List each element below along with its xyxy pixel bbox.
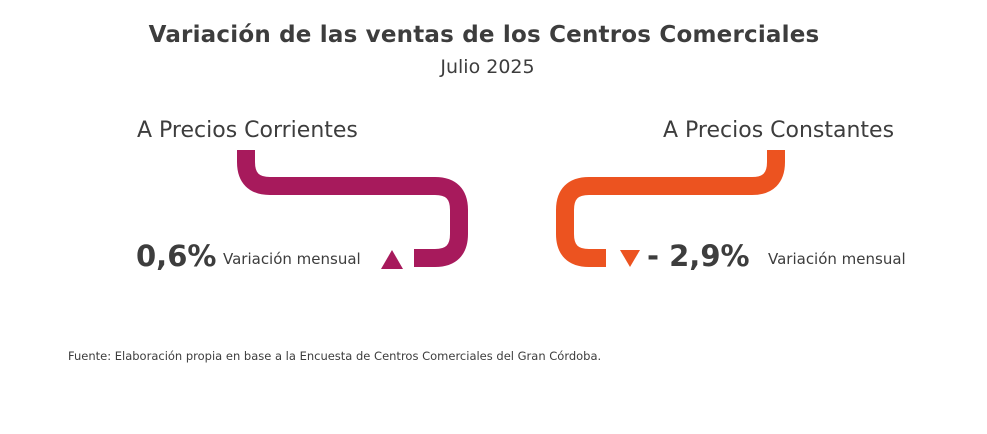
- source-note: Fuente: Elaboración propia en base a la …: [68, 349, 602, 363]
- constant-prices-connector: [556, 150, 785, 267]
- current-prices-heading: A Precios Corrientes: [137, 118, 358, 143]
- current-prices-label: Variación mensual: [223, 250, 361, 268]
- page-subtitle: Julio 2025: [440, 56, 535, 78]
- current-prices-connector: [237, 150, 468, 267]
- constant-prices-value: - 2,9%: [647, 239, 750, 273]
- constant-prices-label: Variación mensual: [768, 250, 906, 268]
- constant-prices-heading: A Precios Constantes: [663, 118, 895, 143]
- triangle-down-icon: [620, 250, 640, 267]
- triangle-up-icon: [381, 250, 403, 269]
- current-prices-value: 0,6%: [136, 239, 217, 273]
- page-title: Variación de las ventas de los Centros C…: [148, 22, 820, 48]
